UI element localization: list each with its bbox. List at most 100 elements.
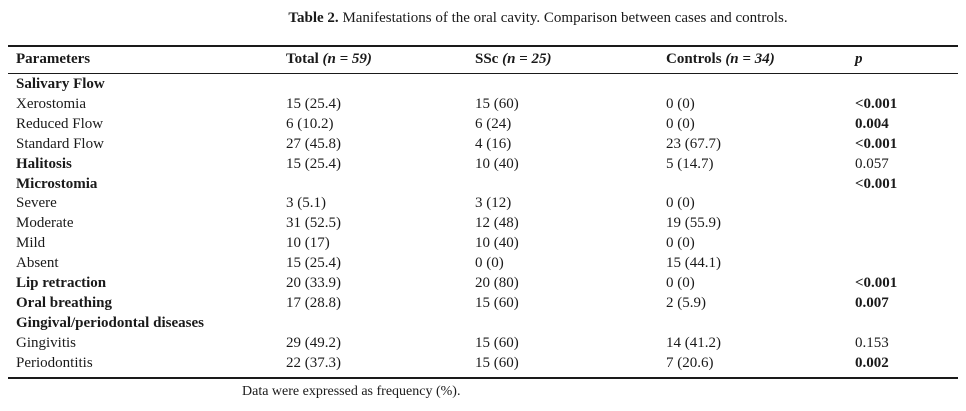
cell-p-value: 0.153 xyxy=(855,334,889,351)
cell-controls: 2 (5.9) xyxy=(666,294,706,311)
cell-parameter: Standard Flow xyxy=(16,135,104,152)
cell-controls: 15 (44.1) xyxy=(666,255,721,272)
table-row: Gingival/periodontal diseases xyxy=(8,314,958,334)
table-footnote: Data were expressed as frequency (%). xyxy=(242,384,461,399)
cell-controls xyxy=(666,314,855,334)
cell-ssc: 0 (0) xyxy=(475,255,504,272)
cell-parameter: Periodontitis xyxy=(16,354,93,371)
cell-p-value: 0.057 xyxy=(855,155,889,172)
cell-parameter: Microstomia xyxy=(16,175,98,192)
table-row: Periodontitis 22 (37.3) 15 (60) 7 (20.6) 0.0… xyxy=(8,354,958,374)
cell-parameter: Lip retraction xyxy=(16,275,107,292)
table-bottom-rule xyxy=(8,377,958,379)
cell-parameter: Gingival/periodontal diseases xyxy=(16,314,204,331)
cell-controls: 7 (20.6) xyxy=(666,354,714,371)
cell-total: 15 (25.4) xyxy=(286,95,341,112)
cell-total: 17 (28.8) xyxy=(286,294,341,311)
cell-parameter: Halitosis xyxy=(16,155,72,172)
cell-ssc xyxy=(475,175,666,195)
table-row: Absent 15 (25.4) 0 (0) 15 (44.1) xyxy=(8,254,958,274)
cell-ssc: 15 (60) xyxy=(475,354,519,371)
cell-ssc: 4 (16) xyxy=(475,135,512,152)
header-total-label: Total xyxy=(286,51,319,67)
cell-p-value: <0.001 xyxy=(855,95,898,112)
cell-parameter: Oral breathing xyxy=(16,294,112,311)
cell-p-value xyxy=(855,194,958,214)
cell-p-value xyxy=(855,254,958,274)
table-caption-text: Manifestations of the oral cavity. Compa… xyxy=(342,10,788,26)
header-controls: Controls (n = 34) xyxy=(666,46,855,73)
table-row: Gingivitis 29 (49.2) 15 (60) 14 (41.2) 0.153 xyxy=(8,334,958,354)
cell-controls: 0 (0) xyxy=(666,235,695,252)
cell-controls: 0 (0) xyxy=(666,115,695,132)
cell-total: 29 (49.2) xyxy=(286,334,341,351)
cell-controls: 14 (41.2) xyxy=(666,334,721,351)
header-total-n: (n = 59) xyxy=(322,51,372,67)
header-total: Total (n = 59) xyxy=(286,46,475,73)
cell-parameter: Gingivitis xyxy=(16,334,77,351)
cell-parameter: Severe xyxy=(16,195,57,212)
cell-controls xyxy=(666,175,855,195)
header-ssc-n: (n = 25) xyxy=(502,51,552,67)
cell-controls: 0 (0) xyxy=(666,275,695,292)
cell-parameter: Reduced Flow xyxy=(16,115,104,132)
header-parameters: Parameters xyxy=(16,51,91,67)
cell-total: 10 (17) xyxy=(286,235,330,252)
cell-total: 3 (5.1) xyxy=(286,195,326,212)
cell-total xyxy=(286,314,475,334)
header-p-label: p xyxy=(855,51,863,67)
cell-ssc xyxy=(475,73,666,95)
cell-parameter: Xerostomia xyxy=(16,95,86,112)
table-row: Moderate 31 (52.5) 12 (48) 19 (55.9) xyxy=(8,214,958,234)
cell-total xyxy=(286,73,475,95)
cell-ssc: 15 (60) xyxy=(475,294,519,311)
cell-p-value: <0.001 xyxy=(855,175,898,192)
cell-ssc: 10 (40) xyxy=(475,155,519,172)
cell-total: 22 (37.3) xyxy=(286,354,341,371)
table-row: Lip retraction 20 (33.9) 20 (80) 0 (0) <0.00… xyxy=(8,274,958,294)
cell-p-value xyxy=(855,73,958,95)
table-top-rule xyxy=(8,45,958,47)
header-p: p xyxy=(855,46,958,73)
cell-ssc: 20 (80) xyxy=(475,275,519,292)
cell-total: 15 (25.4) xyxy=(286,155,341,172)
cell-total: 20 (33.9) xyxy=(286,275,341,292)
table-row: Severe 3 (5.1) 3 (12) 0 (0) xyxy=(8,194,958,214)
cell-p-value: 0.007 xyxy=(855,294,889,311)
cell-controls: 0 (0) xyxy=(666,195,695,212)
cell-controls: 0 (0) xyxy=(666,95,695,112)
cell-ssc: 15 (60) xyxy=(475,95,519,112)
table-header-rule xyxy=(8,73,958,74)
table-row: Halitosis 15 (25.4) 10 (40) 5 (14.7) 0.057 xyxy=(8,155,958,175)
header-ssc-label: SSc xyxy=(475,51,499,67)
cell-total: 31 (52.5) xyxy=(286,215,341,232)
table-row: Xerostomia 15 (25.4) 15 (60) 0 (0) <0.001 xyxy=(8,95,958,115)
header-controls-label: Controls xyxy=(666,51,722,67)
table-caption-label: Table 2. xyxy=(288,10,339,26)
cell-parameter: Mild xyxy=(16,235,46,252)
table-body: Salivary Flow Xerostomia 15 (25.4) 15 (60) 0… xyxy=(8,73,958,374)
cell-ssc: 15 (60) xyxy=(475,334,519,351)
table-row: Microstomia <0.001 xyxy=(8,175,958,195)
table-row: Oral breathing 17 (28.8) 15 (60) 2 (5.9) 0.0… xyxy=(8,294,958,314)
cell-controls: 19 (55.9) xyxy=(666,215,721,232)
table-row: Salivary Flow xyxy=(8,73,958,95)
cell-ssc: 10 (40) xyxy=(475,235,519,252)
cell-parameter: Moderate xyxy=(16,215,74,232)
cell-total: 27 (45.8) xyxy=(286,135,341,152)
cell-p-value xyxy=(855,214,958,234)
table-caption: Table 2. Manifestations of the oral cavi… xyxy=(0,8,966,28)
header-controls-n: (n = 34) xyxy=(725,51,775,67)
table-row: Standard Flow 27 (45.8) 4 (16) 23 (67.7) <0.… xyxy=(8,135,958,155)
cell-controls: 23 (67.7) xyxy=(666,135,721,152)
cell-p-value: 0.004 xyxy=(855,115,889,132)
cell-total: 15 (25.4) xyxy=(286,255,341,272)
cell-p-value xyxy=(855,234,958,254)
cell-ssc: 6 (24) xyxy=(475,115,512,132)
cell-total: 6 (10.2) xyxy=(286,115,334,132)
cell-controls xyxy=(666,73,855,95)
cell-controls: 5 (14.7) xyxy=(666,155,714,172)
cell-ssc xyxy=(475,314,666,334)
header-ssc: SSc (n = 25) xyxy=(475,46,666,73)
cell-p-value: <0.001 xyxy=(855,275,898,292)
